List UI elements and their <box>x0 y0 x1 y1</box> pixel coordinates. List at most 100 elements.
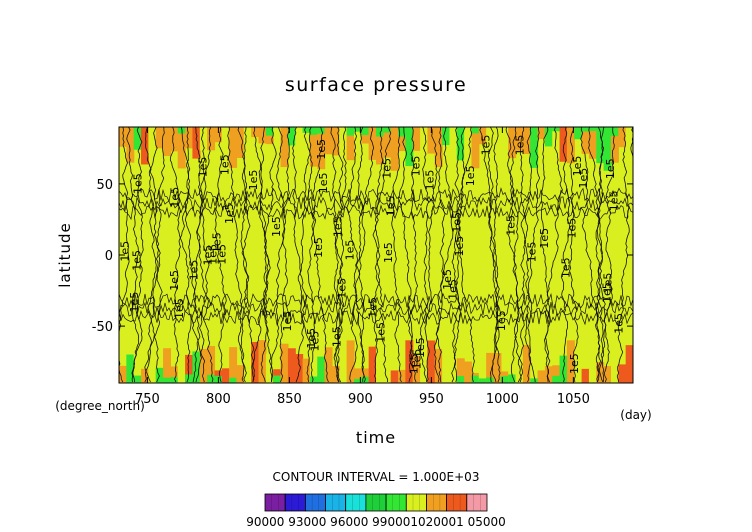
x-tick-label: 750 <box>135 392 160 407</box>
contour-label: 1e5 <box>608 190 621 211</box>
band-north <box>141 127 149 165</box>
contour-label: 1e5 <box>218 154 231 175</box>
band-north <box>133 127 142 150</box>
contour-label: 1e5 <box>374 322 387 343</box>
band-north <box>449 127 458 156</box>
contour-label: 1e5 <box>315 139 328 160</box>
band-north <box>251 127 260 138</box>
band-south-edge <box>163 377 171 383</box>
band-south <box>243 365 252 383</box>
band-south <box>574 348 583 383</box>
band-north <box>361 127 370 144</box>
band-north <box>376 127 384 165</box>
band-north <box>324 127 333 155</box>
contour-label: 1e5 <box>495 310 508 331</box>
y-axis-unit: (degree_north) <box>55 399 145 413</box>
band-south-edge <box>486 377 495 383</box>
band-south <box>287 348 296 383</box>
contour-label: 1e5 <box>411 349 424 370</box>
x-tick-label: 850 <box>277 392 302 407</box>
band-south <box>324 347 333 383</box>
y-axis-ticks: -50 0 50 <box>92 178 633 335</box>
band-south <box>537 370 546 383</box>
contour-label: 1e5 <box>380 158 393 179</box>
contour-labels: 1e5 1e5 1e5 1e5 1e5 1e5 1e5 1e5 1e5 1e5 1e5 1e5 1e5 1… <box>119 135 625 375</box>
contour-line <box>354 127 375 382</box>
band-north <box>405 127 414 167</box>
band-south <box>522 345 531 383</box>
band-south-edge <box>317 375 326 383</box>
band-south <box>331 366 340 383</box>
band-north-edge <box>398 127 406 137</box>
contour-line <box>196 127 214 383</box>
colorbar <box>264 493 488 512</box>
band-north-edge <box>383 127 392 133</box>
band-south-edge <box>478 378 487 383</box>
y-tick-label: -50 <box>92 320 113 335</box>
contour-interval-text: CONTOUR INTERVAL = 1.000E+03 <box>273 470 480 484</box>
band-south-edge <box>530 378 539 383</box>
band-north <box>574 127 583 140</box>
contour-line <box>419 127 430 383</box>
contour-line <box>391 127 402 383</box>
band-north <box>625 127 633 167</box>
band-north <box>177 127 186 169</box>
contour-line <box>451 127 473 383</box>
contour-label: 1e5 <box>504 215 517 236</box>
band-south <box>493 353 502 383</box>
contour-line <box>588 127 605 383</box>
band-north <box>434 127 443 168</box>
contour-line <box>598 127 615 383</box>
contour-line <box>433 127 454 383</box>
band-south <box>236 365 245 383</box>
band-north <box>610 127 619 163</box>
contour-line <box>595 127 605 383</box>
band-north-edge <box>309 127 318 135</box>
contour-line <box>144 127 161 383</box>
contour-label: 1e5 <box>451 212 464 233</box>
band-south <box>126 354 135 383</box>
band-north-edge <box>346 127 355 136</box>
band-north <box>383 127 392 158</box>
colorbar-cell <box>426 493 448 512</box>
contour-line <box>295 127 312 383</box>
colorbar-cell <box>405 493 427 512</box>
band-north <box>464 127 473 165</box>
contour-line <box>119 187 633 204</box>
band-north <box>148 127 157 157</box>
band-north <box>199 127 208 151</box>
band-south-edge <box>185 374 194 383</box>
band-south-edge <box>273 375 282 383</box>
band-north <box>500 127 509 141</box>
contour-line <box>119 195 633 212</box>
band-north <box>295 127 304 168</box>
contour-label: 1e5 <box>602 273 615 294</box>
contour-line <box>307 127 324 383</box>
band-north <box>456 127 465 161</box>
contour-label: 1e5 <box>382 242 395 263</box>
band-north <box>207 127 216 151</box>
contour-label: 1e5 <box>196 157 209 178</box>
contour-line <box>154 127 166 383</box>
contour-label: 1e5 <box>308 331 321 352</box>
contour-label: 1e5 <box>188 260 201 281</box>
band-north <box>544 127 553 147</box>
chart-title: surface pressure <box>285 74 467 96</box>
band-south <box>508 351 517 383</box>
band-south <box>398 369 406 383</box>
contour-line <box>545 127 563 383</box>
contour-label: 1e5 <box>312 237 325 258</box>
band-south <box>280 343 289 383</box>
contour-label: 1e5 <box>131 173 144 194</box>
band-north <box>537 127 546 139</box>
contour-line <box>524 127 541 383</box>
contour-label: 1e5 <box>210 232 223 253</box>
band-south-edge <box>353 378 362 383</box>
band-north <box>522 127 531 155</box>
band-north <box>618 127 627 148</box>
contour-label: 1e5 <box>317 172 330 193</box>
band-north <box>214 127 223 143</box>
colorbar-cell <box>304 493 326 512</box>
band-south <box>618 364 627 383</box>
band-north <box>280 127 289 168</box>
